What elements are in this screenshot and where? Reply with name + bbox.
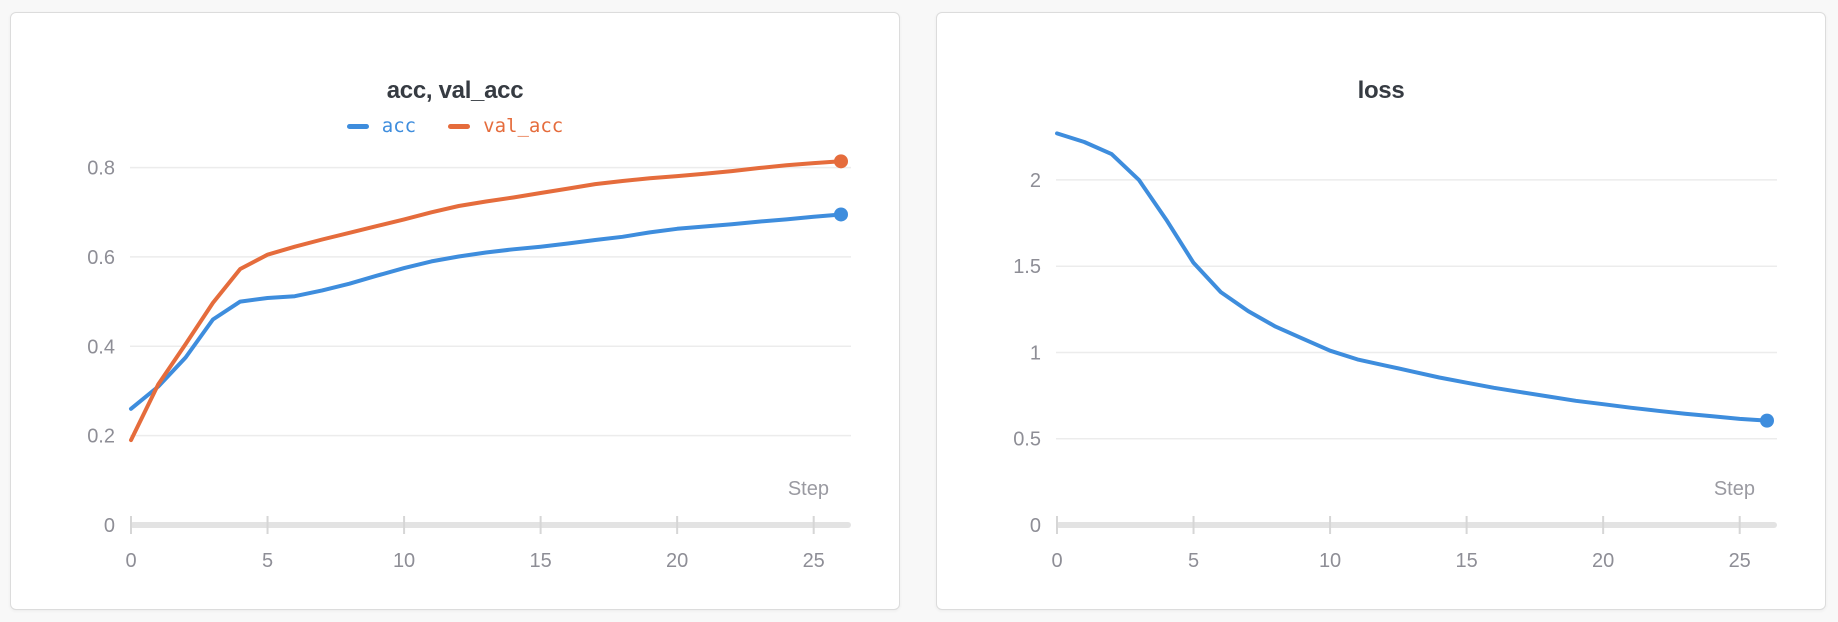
x-axis-title: Step [1714,478,1755,500]
x-tick-label: 25 [803,550,825,572]
legend-label: acc [381,114,417,137]
y-tick-label: 0.4 [87,336,115,358]
x-tick-label: 15 [1455,550,1477,572]
y-tick-label: 0.6 [87,247,115,269]
x-tick-label: 15 [529,550,551,572]
series-line-loss[interactable] [1055,131,1769,423]
endpoint-dot-acc[interactable] [834,207,848,222]
x-axis-line [130,522,851,528]
endpoint-dot-val_acc[interactable] [834,154,848,169]
x-axis-line [1056,522,1777,528]
x-tick-label: 0 [1051,550,1062,572]
series-line-val_acc[interactable] [129,159,843,443]
panel-acc-valacc[interactable]: acc, val_acc acc val_acc 0 0.2 0.4 0.6 0.8 0 5 1… [10,12,900,610]
y-tick-label: 0 [104,515,115,537]
y-tick-label: 0.8 [87,158,115,180]
y-tick-label: 2 [1030,170,1041,192]
series-line-acc[interactable] [129,212,843,411]
y-tick-label: 0 [1030,515,1041,537]
acc-valacc-line-chart[interactable]: 0 0.2 0.4 0.6 0.8 0 5 10 15 20 25 Step [11,13,901,611]
y-tick-label: 0.5 [1013,429,1041,451]
x-tick-label: 0 [125,550,136,572]
legend-item-acc[interactable]: acc [346,114,417,137]
y-tick-label: 1 [1030,342,1041,364]
chart-title-loss: loss [1357,77,1405,104]
x-tick-label: 5 [262,550,273,572]
x-tick-label: 10 [393,550,415,572]
panel-loss[interactable]: loss 0 0.5 1 1.5 2 0 5 10 15 20 25 Step [936,12,1826,610]
x-tick-label: 5 [1188,550,1199,572]
legend-item-val_acc[interactable]: val_acc [448,114,564,137]
chart-title-acc-valacc: acc, val_acc [386,77,524,104]
y-tick-label: 1.5 [1013,256,1041,278]
legend-label: val_acc [483,114,564,137]
legend-dash-icon [448,123,471,129]
chart-legend: acc val_acc [11,113,899,139]
x-tick-label: 20 [666,550,688,572]
y-tick-label: 0.2 [87,426,115,448]
endpoint-dot-loss[interactable] [1760,413,1774,428]
legend-dash-icon [346,123,369,129]
x-axis-title: Step [788,478,829,500]
x-tick-label: 20 [1592,550,1614,572]
x-tick-label: 10 [1319,550,1341,572]
x-tick-label: 25 [1729,550,1751,572]
